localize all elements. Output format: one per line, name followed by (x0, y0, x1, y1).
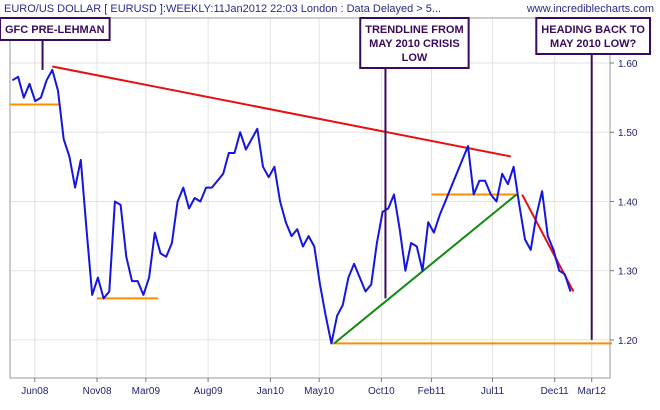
trendline (333, 193, 518, 345)
annotation-text: HEADING BACK TO MAY 2010 LOW? (541, 24, 645, 50)
x-tick-label: Mar09 (132, 386, 161, 397)
site-link[interactable]: www.incrediblecharts.com (526, 3, 654, 15)
y-axis-ticks: 1.20 1.30 1.40 1.50 1.60 (610, 59, 638, 347)
y-tick-label: 1.40 (618, 197, 638, 208)
x-tick-label: Feb11 (418, 386, 446, 397)
chart-title: EURO/US DOLLAR [ EURUSD ]:WEEKLY:11Jan20… (4, 3, 441, 15)
y-tick-label: 1.30 (618, 267, 638, 278)
x-tick-label: Jan10 (257, 386, 285, 397)
x-tick-label: Nov08 (83, 386, 112, 397)
y-gridlines (10, 62, 610, 341)
x-tick-label: May10 (304, 386, 334, 397)
x-tick-label: Mar12 (578, 386, 607, 397)
plot-border (9, 17, 611, 379)
x-axis-ticks: Jun08 Nov08 Mar09 Aug09 Jan10 May10 Oct10 Feb11… (21, 378, 606, 397)
x-tick-label: Oct10 (368, 386, 395, 397)
price-line (11, 68, 572, 345)
y-tick-label: 1.50 (618, 128, 638, 139)
annotation-text: TRENDLINE FROM MAY 2010 CRISIS LOW (365, 24, 463, 64)
x-tick-label: Jul11 (481, 386, 505, 397)
x-tick-label: Dec11 (541, 386, 570, 397)
annotation-box (0, 17, 111, 41)
price-series (11, 68, 572, 345)
annotation-box (535, 17, 651, 55)
plot-area (10, 18, 610, 378)
annotations: GFC PRE-LEHMAN TRENDLINE FROM MAY 2010 CRI… (0, 17, 651, 340)
trendline (52, 65, 511, 158)
x-tick-label: Aug09 (194, 386, 223, 397)
x-tick-label: Jun08 (21, 386, 49, 397)
annotation-box (359, 17, 470, 69)
y-tick-label: 1.60 (618, 59, 638, 70)
annotation-text: GFC PRE-LEHMAN (5, 24, 105, 36)
y-tick-label: 1.20 (618, 336, 638, 347)
